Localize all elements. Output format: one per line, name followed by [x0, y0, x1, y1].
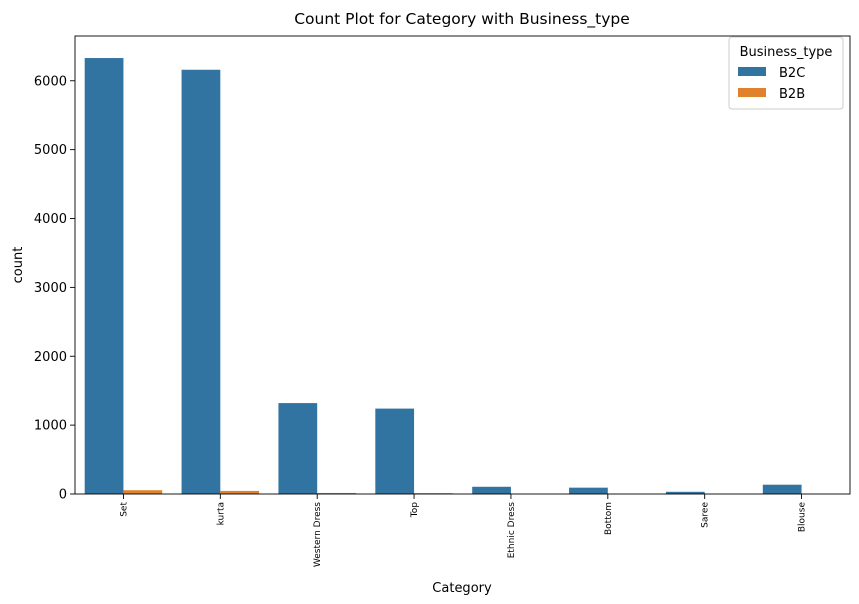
legend-label-b2c: B2C: [779, 66, 805, 81]
bar-b2c-saree: [665, 491, 705, 494]
x-tick-label-top: Top: [410, 502, 420, 518]
y-tick-label: 2000: [34, 350, 67, 365]
bar-b2b-kurta: [220, 490, 260, 494]
y-tick-label: 4000: [34, 212, 67, 227]
bar-b2c-blouse: [762, 484, 802, 494]
x-tick-label-ethnic-dress: Ethnic Dress: [507, 502, 517, 559]
y-tick-label: 5000: [34, 143, 67, 158]
y-tick-label: 1000: [34, 419, 67, 434]
legend-swatch-b2c: [738, 67, 766, 76]
x-axis-ticks: Set kurta Western Dress Top Ethnic Dress Bott…: [119, 494, 808, 567]
chart-title: Count Plot for Category with Business_ty…: [294, 10, 630, 29]
y-axis-ticks: 0 1000 2000 3000 4000 5000 6000: [34, 74, 75, 503]
bar-b2c-top: [375, 408, 415, 494]
bar-b2b-set: [123, 490, 163, 494]
bar-b2c-bottom: [569, 487, 608, 494]
bar-b2b-western-dress: [317, 492, 356, 494]
bar-b2c-set: [84, 58, 124, 494]
y-tick-label: 6000: [34, 74, 67, 89]
legend-label-b2b: B2B: [779, 87, 805, 102]
x-tick-label-set: Set: [119, 502, 129, 517]
legend-swatch-b2b: [738, 88, 766, 97]
bars-layer: [84, 58, 802, 494]
x-tick-label-western-dress: Western Dress: [313, 502, 323, 567]
legend-title: Business_type: [740, 45, 833, 60]
x-tick-label-bottom: Bottom: [604, 502, 614, 535]
y-tick-label: 3000: [34, 281, 67, 296]
x-tick-label-blouse: Blouse: [798, 502, 808, 533]
legend: Business_type B2C B2B: [728, 36, 844, 110]
bar-b2c-ethnic-dress: [472, 486, 511, 494]
plot-frame: [74, 35, 851, 495]
x-tick-label-kurta: kurta: [216, 502, 226, 525]
x-tick-label-saree: Saree: [701, 502, 711, 528]
y-axis-label: count: [11, 247, 26, 284]
x-axis-label: Category: [432, 581, 492, 596]
bar-b2c-western-dress: [278, 403, 318, 494]
bar-b2c-kurta: [181, 69, 221, 494]
y-tick-label: 0: [59, 488, 67, 503]
